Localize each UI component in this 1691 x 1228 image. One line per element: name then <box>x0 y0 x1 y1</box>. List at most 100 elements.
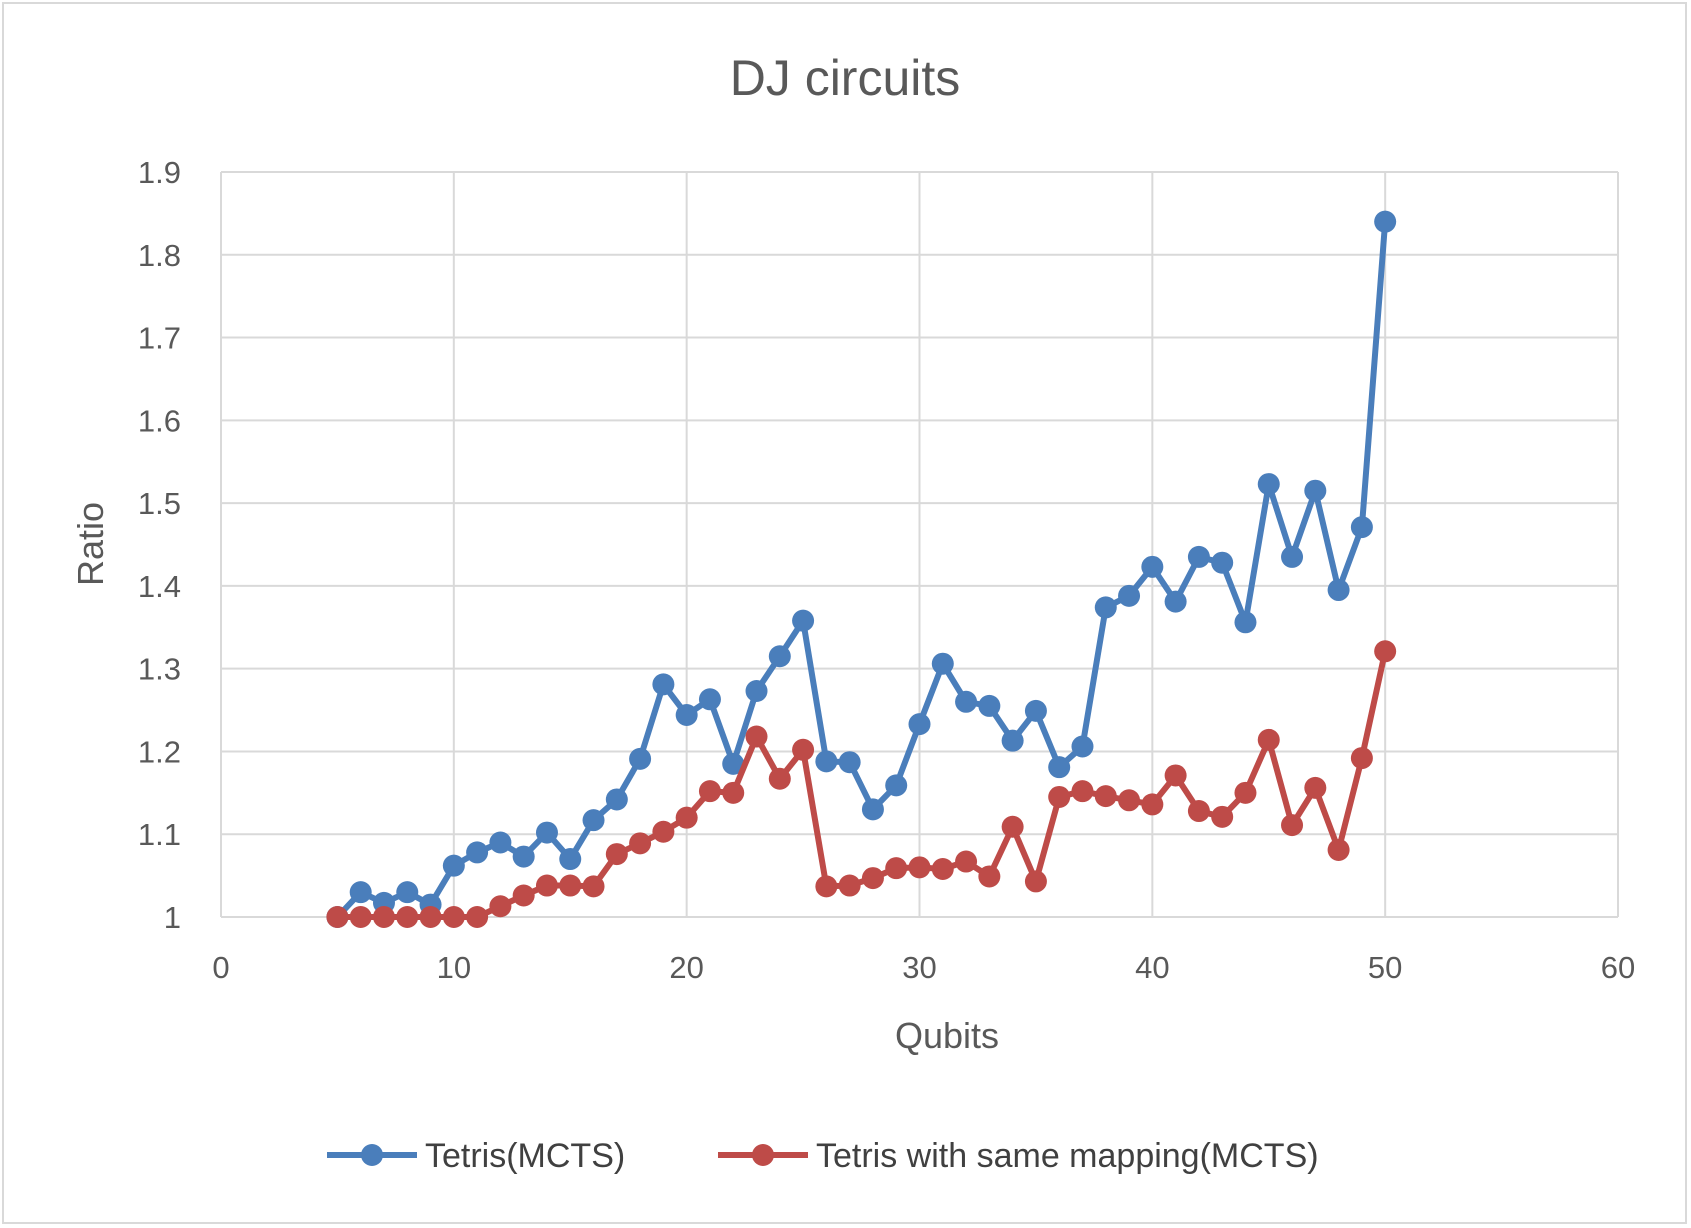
data-point <box>349 881 372 904</box>
data-point <box>1350 516 1373 539</box>
data-point <box>861 798 884 821</box>
legend-item: Tetris with same mapping(MCTS) <box>718 1137 1319 1175</box>
data-point <box>1211 805 1234 828</box>
data-point <box>908 856 931 879</box>
data-point <box>931 857 954 880</box>
data-point <box>768 645 791 668</box>
data-point <box>1304 776 1327 799</box>
data-point <box>1164 764 1187 787</box>
data-point <box>629 747 652 770</box>
data-point <box>1257 473 1280 496</box>
series-2 <box>326 640 1397 928</box>
data-point <box>1281 814 1304 837</box>
data-point <box>1187 545 1210 568</box>
data-point <box>931 652 954 675</box>
data-point <box>745 725 768 748</box>
data-point <box>722 781 745 804</box>
data-point <box>1094 785 1117 808</box>
y-tick-label: 1.4 <box>138 569 181 604</box>
series-layer <box>326 210 1397 928</box>
data-point <box>582 875 605 898</box>
gridlines <box>220 171 1619 918</box>
data-point <box>1094 596 1117 619</box>
data-point <box>955 850 978 873</box>
series-line <box>337 650 1389 920</box>
y-tick-label: 1.9 <box>138 155 181 190</box>
data-point <box>559 874 582 897</box>
data-point <box>535 874 558 897</box>
data-point <box>1141 793 1164 816</box>
legend-item: Tetris(MCTS) <box>327 1137 625 1175</box>
legend-label: Tetris(MCTS) <box>425 1137 625 1175</box>
data-point <box>675 806 698 829</box>
data-point <box>1257 728 1280 751</box>
y-tick-label: 1.8 <box>138 238 181 273</box>
x-tick-label: 10 <box>437 950 471 985</box>
data-point <box>629 832 652 855</box>
data-point <box>419 906 442 928</box>
data-point <box>372 906 395 928</box>
data-point <box>1374 210 1397 233</box>
data-point <box>605 788 628 811</box>
data-point <box>792 609 815 632</box>
data-point <box>1327 579 1350 602</box>
data-point <box>1118 584 1141 607</box>
data-point <box>466 841 489 864</box>
data-point <box>1001 729 1024 752</box>
data-point <box>885 857 908 880</box>
chart-title: DJ circuits <box>730 50 961 106</box>
x-tick-label: 40 <box>1135 950 1169 985</box>
data-point <box>1118 789 1141 812</box>
data-point <box>745 680 768 703</box>
data-point <box>1374 640 1397 663</box>
data-point <box>396 906 419 928</box>
data-point <box>768 767 791 790</box>
data-point <box>792 738 815 761</box>
data-point <box>582 809 605 832</box>
data-point <box>978 865 1001 888</box>
legend: Tetris(MCTS) Tetris with same mapping(MCT… <box>327 1137 1319 1175</box>
x-tick-labels: 0 10 20 30 40 50 60 <box>212 950 1635 985</box>
data-point <box>698 688 721 711</box>
data-point <box>1211 551 1234 574</box>
legend-marker <box>361 1144 383 1166</box>
data-point <box>349 906 372 928</box>
series-1 <box>326 210 1397 928</box>
y-tick-label: 1.2 <box>138 734 181 769</box>
data-point <box>978 694 1001 717</box>
data-point <box>908 713 931 736</box>
data-point <box>1071 780 1094 803</box>
data-point <box>1071 735 1094 758</box>
data-point <box>1048 785 1071 808</box>
data-point <box>1024 699 1047 722</box>
y-axis-title: Ratio <box>70 502 111 586</box>
y-tick-label: 1.1 <box>138 817 181 852</box>
y-tick-labels: 1 1.1 1.2 1.3 1.4 1.5 1.6 1.7 1.8 1.9 <box>138 155 181 935</box>
data-point <box>838 874 861 897</box>
data-point <box>838 751 861 774</box>
x-tick-label: 0 <box>212 950 229 985</box>
data-point <box>1234 611 1257 634</box>
data-point <box>652 673 675 696</box>
data-point <box>675 704 698 727</box>
data-point <box>1350 747 1373 770</box>
data-point <box>442 906 465 928</box>
data-point <box>489 895 512 918</box>
x-tick-label: 60 <box>1601 950 1635 985</box>
data-point <box>326 906 349 928</box>
data-point <box>1141 555 1164 578</box>
legend-marker <box>752 1144 774 1166</box>
data-point <box>815 875 838 898</box>
data-point <box>442 854 465 877</box>
data-point <box>1327 838 1350 861</box>
data-point <box>1001 815 1024 838</box>
y-tick-label: 1.7 <box>138 321 181 356</box>
y-tick-label: 1 <box>164 900 181 935</box>
data-point <box>1024 870 1047 893</box>
y-tick-label: 1.3 <box>138 652 181 687</box>
y-tick-label: 1.5 <box>138 486 181 521</box>
data-point <box>1281 545 1304 568</box>
data-point <box>1048 756 1071 779</box>
data-point <box>512 884 535 907</box>
